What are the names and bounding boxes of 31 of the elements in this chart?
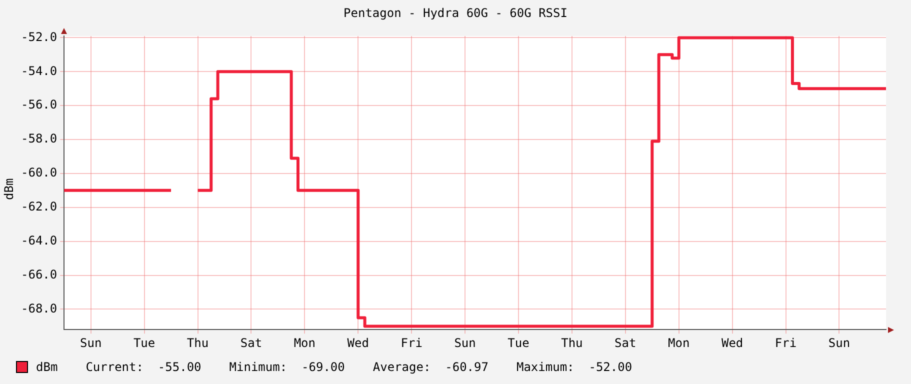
x-tick-label: Tue — [133, 336, 156, 350]
x-tick-label: Mon — [294, 336, 316, 350]
text: Current: -55.00 — [86, 360, 202, 374]
y-tick-label: -64.0 — [21, 233, 58, 248]
x-tick-label: Sun — [828, 336, 850, 350]
y-tick-label: -52.0 — [21, 30, 58, 44]
text: Average: -60.97 — [372, 360, 488, 374]
y-tick-label: -68.0 — [21, 301, 58, 316]
x-tick-label: Fri — [400, 336, 422, 350]
x-tick-label: Sat — [240, 336, 262, 350]
x-tick-label: Sun — [80, 336, 102, 350]
y-tick-label: -58.0 — [21, 132, 58, 146]
chart-title: Pentagon - Hydra 60G - 60G RSSI — [342, 6, 568, 20]
y-tick-label: -60.0 — [21, 166, 58, 180]
x-tick-label: Tue — [508, 336, 530, 350]
x-tick-label: Wed — [347, 336, 369, 350]
text: Maximum: -52.00 — [516, 360, 632, 374]
x-tick-label: Sun — [454, 336, 476, 350]
y-axis-title: dBm — [2, 178, 16, 200]
legend-label: dBm — [36, 360, 58, 374]
y-tick-label: -54.0 — [21, 64, 58, 78]
x-tick-label: Wed — [721, 336, 744, 350]
x-tick-label: Mon — [668, 336, 690, 350]
text: Minimum: -69.00 — [229, 360, 345, 374]
x-tick-label: Fri — [774, 336, 797, 350]
y-tick-label: -56.0 — [21, 98, 58, 112]
y-tick-label: -62.0 — [21, 200, 58, 214]
x-tick-label: Sat — [614, 336, 636, 350]
y-tick-label: -66.0 — [21, 267, 58, 282]
x-tick-label: Thu — [186, 336, 209, 350]
x-tick-label: Thu — [561, 336, 583, 350]
